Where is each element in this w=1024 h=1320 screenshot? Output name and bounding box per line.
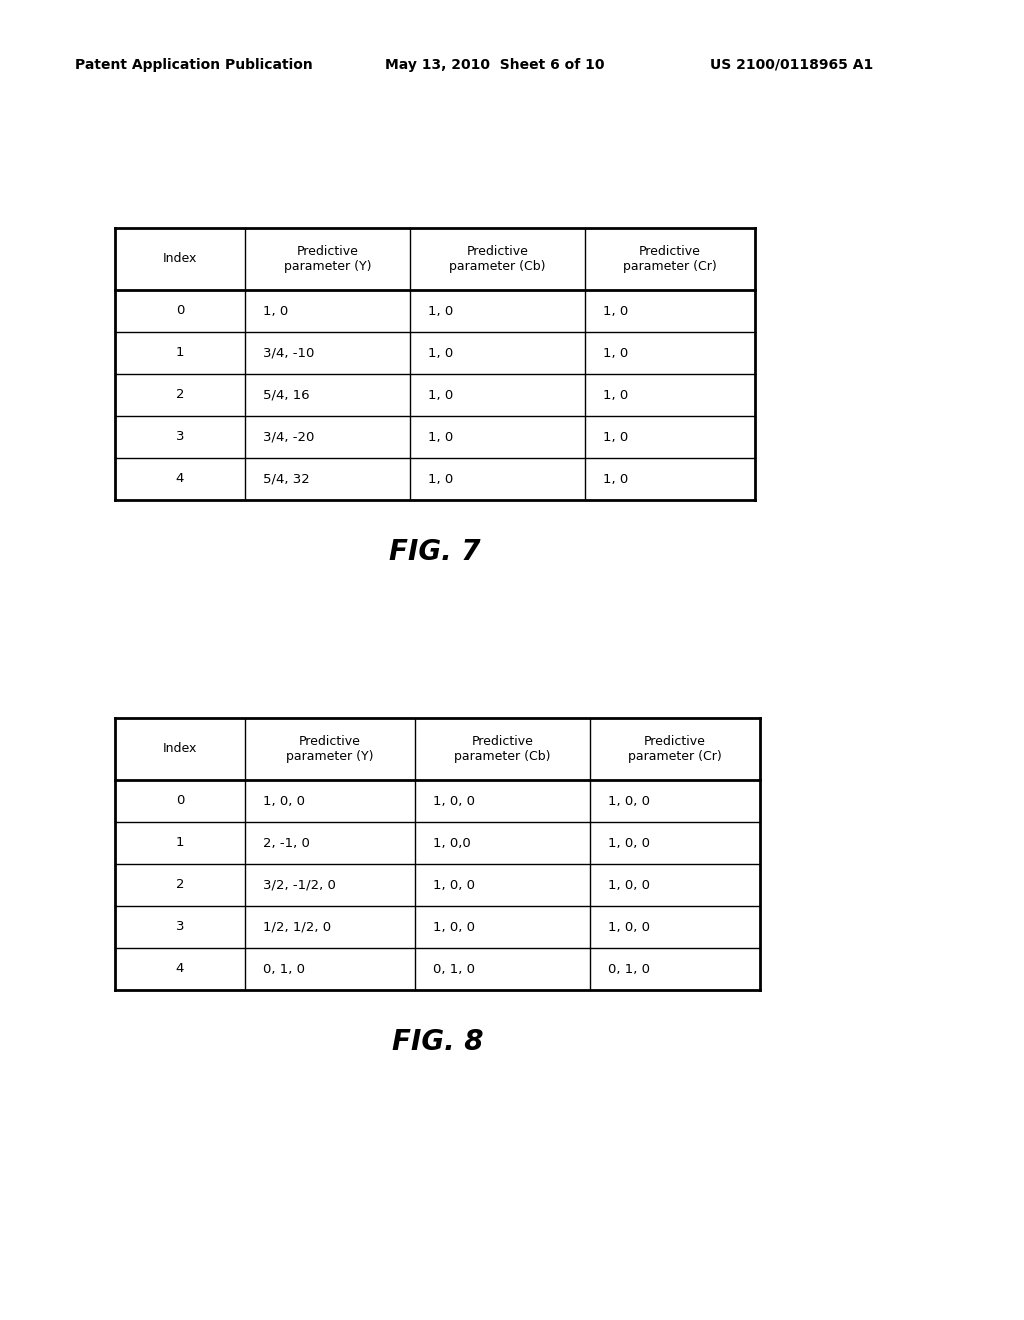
Text: 3/4, -20: 3/4, -20 xyxy=(263,430,314,444)
Text: 1, 0: 1, 0 xyxy=(428,473,454,486)
Text: 1: 1 xyxy=(176,837,184,850)
Text: 1, 0: 1, 0 xyxy=(263,305,288,318)
Text: 1, 0: 1, 0 xyxy=(603,388,629,401)
Text: Predictive
parameter (Cr): Predictive parameter (Cr) xyxy=(628,735,722,763)
Text: 0: 0 xyxy=(176,795,184,808)
Text: 0, 1, 0: 0, 1, 0 xyxy=(608,962,650,975)
Text: 0, 1, 0: 0, 1, 0 xyxy=(263,962,305,975)
Text: 3: 3 xyxy=(176,430,184,444)
Text: 3: 3 xyxy=(176,920,184,933)
Text: 1, 0, 0: 1, 0, 0 xyxy=(608,879,650,891)
Text: May 13, 2010  Sheet 6 of 10: May 13, 2010 Sheet 6 of 10 xyxy=(385,58,604,73)
Text: 1, 0: 1, 0 xyxy=(428,430,454,444)
Text: FIG. 7: FIG. 7 xyxy=(389,539,480,566)
Text: 1, 0, 0: 1, 0, 0 xyxy=(433,920,475,933)
Text: 1, 0, 0: 1, 0, 0 xyxy=(608,795,650,808)
Text: 4: 4 xyxy=(176,473,184,486)
Text: Predictive
parameter (Y): Predictive parameter (Y) xyxy=(284,246,372,273)
Text: 2, -1, 0: 2, -1, 0 xyxy=(263,837,310,850)
Text: FIG. 8: FIG. 8 xyxy=(392,1028,483,1056)
Text: 1, 0, 0: 1, 0, 0 xyxy=(608,920,650,933)
Text: 1, 0: 1, 0 xyxy=(603,473,629,486)
Text: Predictive
parameter (Y): Predictive parameter (Y) xyxy=(287,735,374,763)
Text: 0: 0 xyxy=(176,305,184,318)
Text: Predictive
parameter (Cb): Predictive parameter (Cb) xyxy=(455,735,551,763)
Text: 1, 0: 1, 0 xyxy=(603,305,629,318)
Text: 5/4, 32: 5/4, 32 xyxy=(263,473,309,486)
Text: 1, 0: 1, 0 xyxy=(428,388,454,401)
Text: 5/4, 16: 5/4, 16 xyxy=(263,388,309,401)
Text: 0, 1, 0: 0, 1, 0 xyxy=(433,962,475,975)
Text: 1, 0: 1, 0 xyxy=(428,305,454,318)
Text: 1, 0, 0: 1, 0, 0 xyxy=(608,837,650,850)
Text: 1: 1 xyxy=(176,346,184,359)
Text: 1, 0, 0: 1, 0, 0 xyxy=(433,795,475,808)
Text: 1, 0: 1, 0 xyxy=(603,430,629,444)
Text: 3/4, -10: 3/4, -10 xyxy=(263,346,314,359)
Text: Patent Application Publication: Patent Application Publication xyxy=(75,58,312,73)
Text: 3/2, -1/2, 0: 3/2, -1/2, 0 xyxy=(263,879,336,891)
Text: Predictive
parameter (Cr): Predictive parameter (Cr) xyxy=(624,246,717,273)
Text: 1, 0, 0: 1, 0, 0 xyxy=(263,795,305,808)
Text: 1, 0, 0: 1, 0, 0 xyxy=(433,879,475,891)
Text: 1, 0,0: 1, 0,0 xyxy=(433,837,471,850)
Text: 1, 0: 1, 0 xyxy=(603,346,629,359)
Text: Index: Index xyxy=(163,252,198,265)
Text: 2: 2 xyxy=(176,388,184,401)
Text: 2: 2 xyxy=(176,879,184,891)
Text: Index: Index xyxy=(163,742,198,755)
Text: 1, 0: 1, 0 xyxy=(428,346,454,359)
Text: 4: 4 xyxy=(176,962,184,975)
Text: Predictive
parameter (Cb): Predictive parameter (Cb) xyxy=(450,246,546,273)
Text: US 2100/0118965 A1: US 2100/0118965 A1 xyxy=(710,58,873,73)
Text: 1/2, 1/2, 0: 1/2, 1/2, 0 xyxy=(263,920,331,933)
